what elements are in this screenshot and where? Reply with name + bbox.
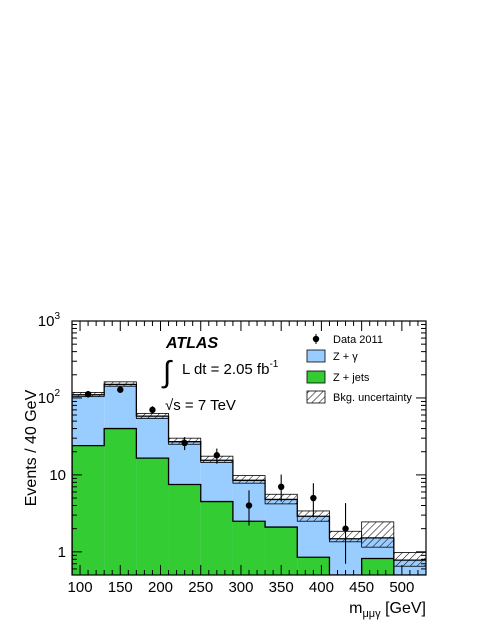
luminosity-text: L dt = 2.05 fb	[182, 361, 269, 378]
x-tick-label: 100	[68, 579, 93, 596]
zjets-bar	[72, 445, 105, 575]
data-point	[342, 525, 349, 532]
energy-label: √s = 7 TeV	[165, 397, 236, 414]
x-tick-label: 300	[228, 579, 253, 596]
y-tick-label: 1	[58, 544, 66, 561]
y-tick-label: 103	[38, 311, 61, 330]
y-tick-label: 10	[49, 467, 66, 484]
data-point	[149, 406, 156, 414]
x-axis-label: mμμγ [GeV]	[349, 600, 426, 620]
data-point	[277, 483, 285, 491]
data-point	[245, 502, 253, 509]
data-point	[213, 452, 221, 459]
x-tick-label: 150	[108, 579, 133, 596]
uncertainty-band	[361, 521, 395, 548]
x-axis-label-unit: [GeV]	[381, 600, 426, 617]
x-tick-label: 500	[389, 579, 414, 596]
zjets-bar	[136, 458, 169, 575]
experiment-label: ATLAS	[165, 335, 218, 352]
uncertainty-band	[135, 412, 169, 419]
integral-sign: ∫	[161, 356, 173, 389]
data-point	[310, 494, 317, 502]
x-tick-label: 450	[349, 579, 374, 596]
legend-data-label: Data 2011	[333, 334, 383, 346]
zjets-bar	[104, 428, 137, 575]
x-tick-label: 350	[269, 579, 294, 596]
uncertainty-band	[103, 381, 137, 387]
data-point	[181, 439, 188, 447]
legend-uncertainty-label: Bkg. uncertainty	[333, 392, 412, 404]
legend: Data 2011 Z + γ Z + jets Bkg. uncertaint…	[306, 334, 412, 404]
y-tick-label: 102	[38, 388, 61, 407]
energy-text: s = 7 TeV	[173, 397, 236, 414]
x-axis-label-sub: μμγ	[362, 608, 381, 620]
energy-root: √	[165, 397, 174, 414]
data-point	[117, 386, 124, 393]
x-tick-label: 200	[148, 579, 173, 596]
x-tick-label: 250	[188, 579, 213, 596]
y-axis-label: Events / 40 GeV	[23, 389, 40, 506]
zjets-bar	[168, 484, 201, 575]
data-point	[84, 390, 92, 398]
legend-uncertainty-swatch	[306, 390, 326, 404]
uncertainty-band	[232, 475, 266, 484]
x-axis-label-base: m	[349, 600, 362, 617]
stacked-histogram	[72, 383, 426, 575]
zjets-bar	[200, 501, 233, 575]
data-points-group	[84, 386, 349, 564]
legend-zjets-label: Z + jets	[333, 372, 370, 384]
legend-zjets-swatch	[306, 370, 326, 384]
legend-zgamma-label: Z + γ	[333, 351, 358, 363]
axes-group: 100 150 200 250 300 350 400 450 500 1 10 102 103	[38, 311, 427, 596]
luminosity-exp: -1	[269, 359, 278, 370]
x-tick-label: 400	[309, 579, 334, 596]
legend-zgamma-swatch	[306, 349, 326, 363]
zjets-bar	[232, 521, 266, 575]
luminosity-label: L dt = 2.05 fb-1	[182, 359, 279, 378]
